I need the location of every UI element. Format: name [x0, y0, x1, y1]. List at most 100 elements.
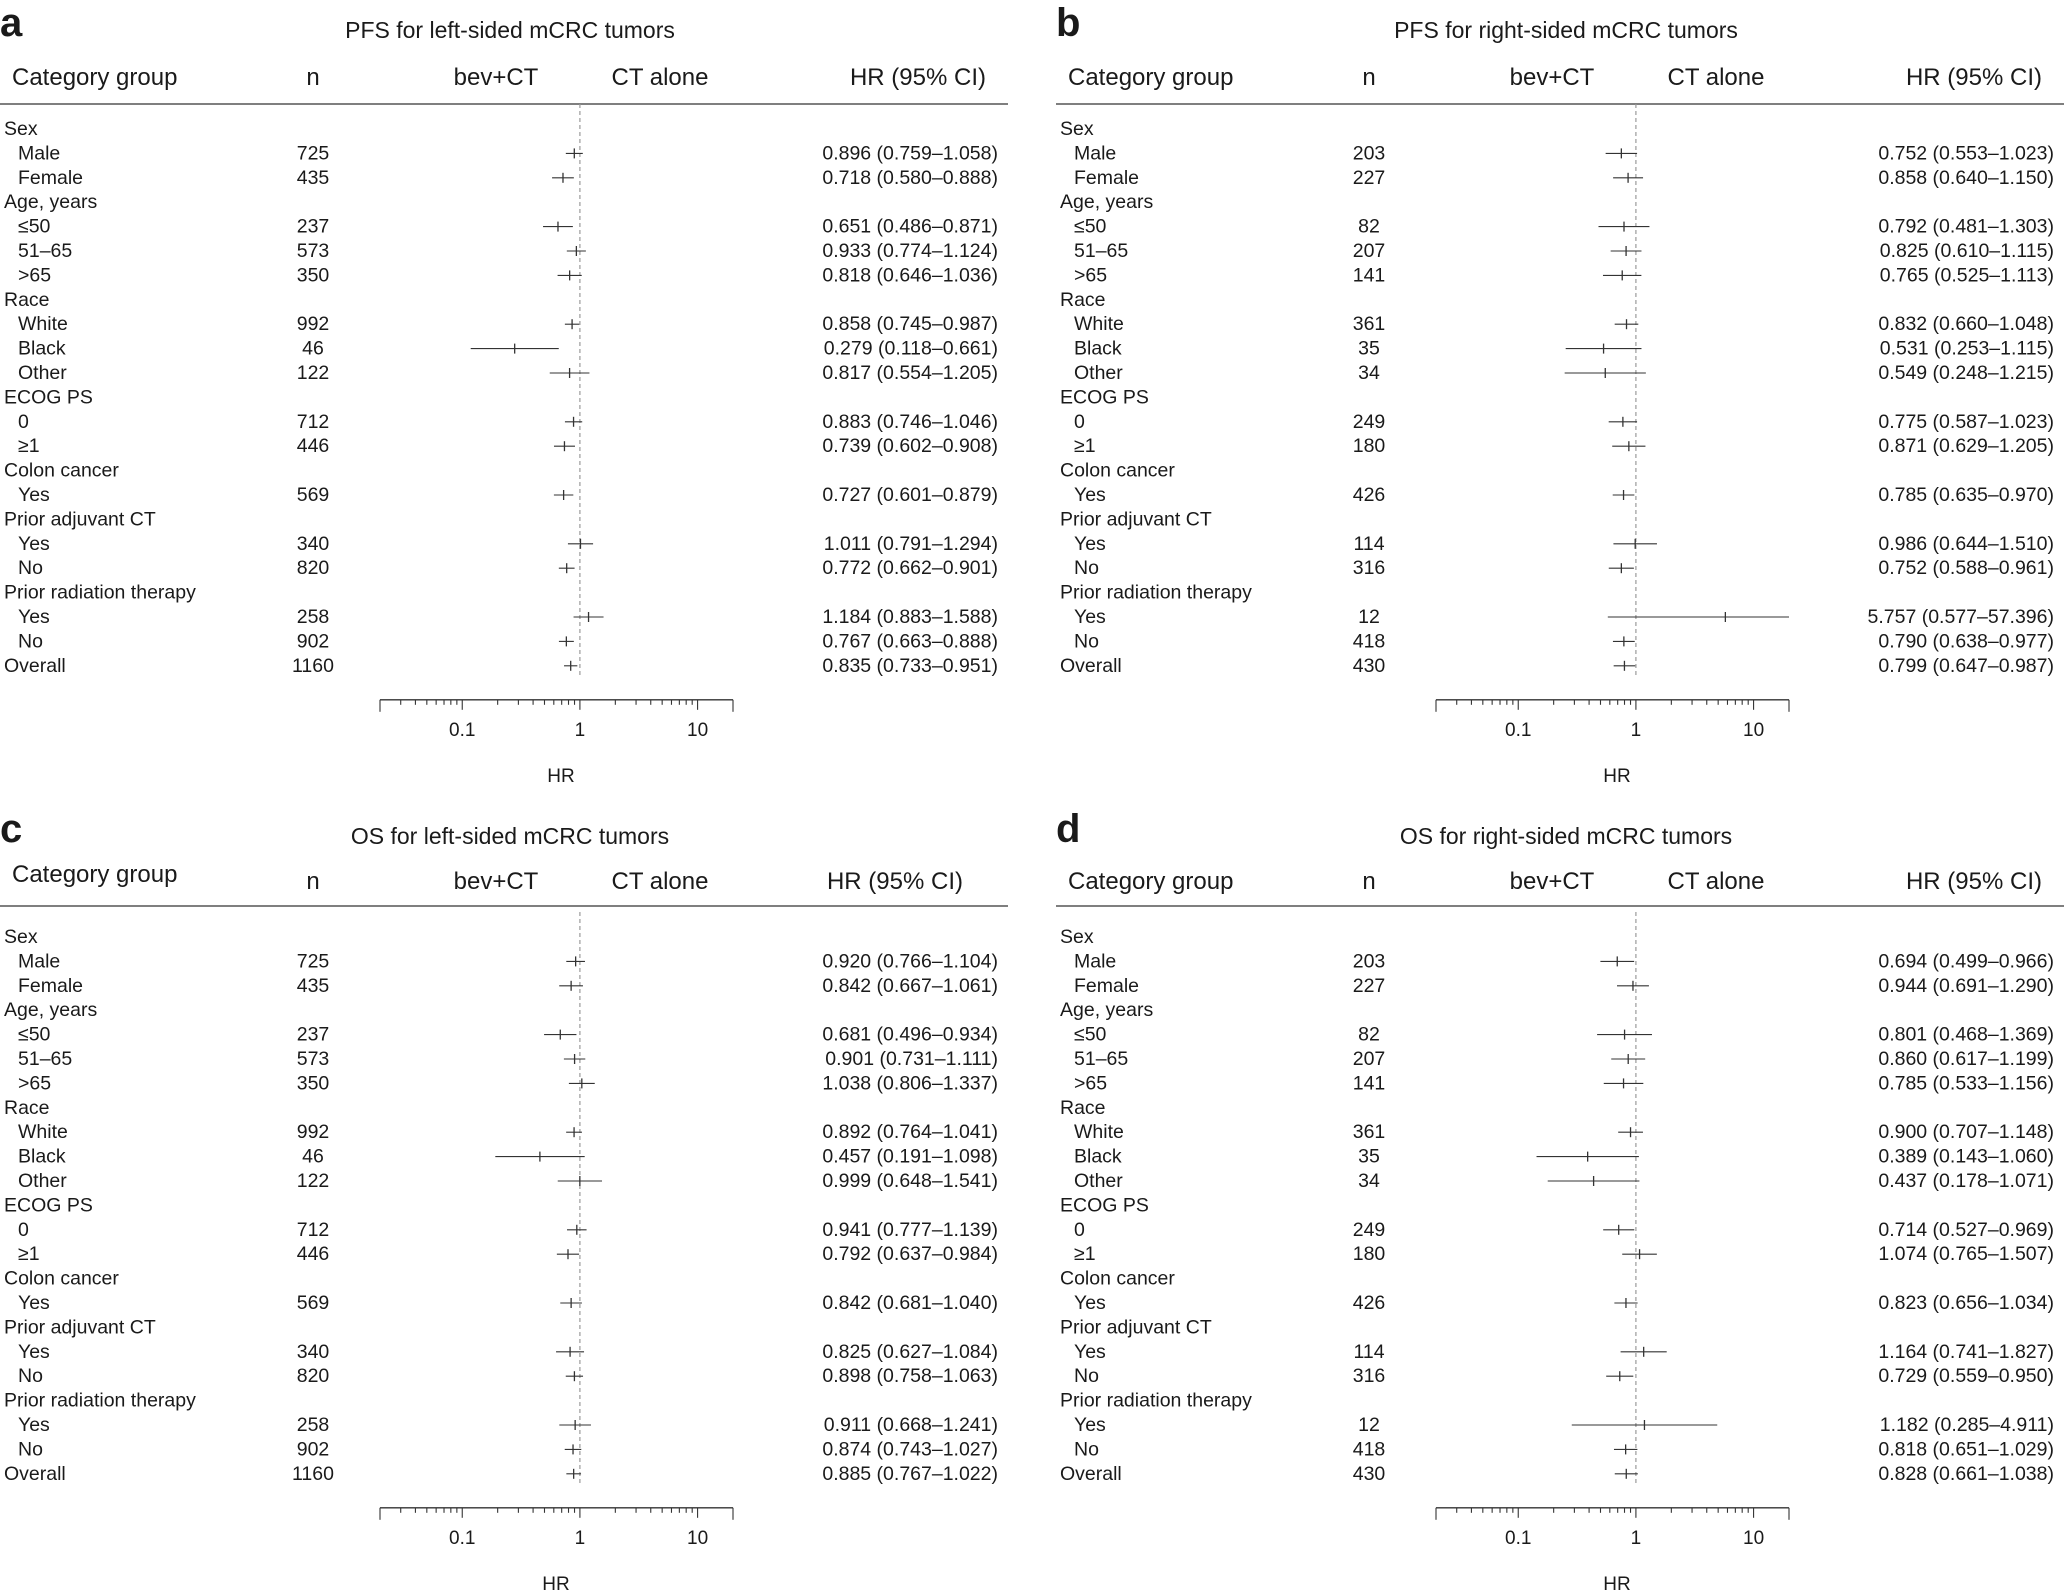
header-favor-left: bev+CT	[454, 64, 539, 91]
subgroup-label: Black	[18, 1146, 66, 1168]
subgroup-label: White	[18, 1121, 68, 1143]
subgroup-label: Black	[1074, 1146, 1122, 1168]
forest-plot-c: c OS for left-sided mCRC tumors Category…	[0, 806, 1020, 1596]
hr-ci-text: 0.896 (0.759–1.058)	[822, 142, 998, 164]
n-value: 35	[1358, 1146, 1380, 1168]
subgroup-label: White	[1074, 1121, 1124, 1143]
hr-ci-text: 0.835 (0.733–0.951)	[822, 655, 998, 677]
hr-ci-text: 0.898 (0.758–1.063)	[822, 1365, 998, 1387]
n-value: 1160	[292, 655, 334, 677]
forest-panel-a: a PFS for left-sided mCRC tumors Categor…	[0, 0, 1020, 790]
hr-ci-text: 0.767 (0.663–0.888)	[822, 630, 998, 652]
n-value: 902	[297, 1438, 330, 1460]
hr-ci-text: 0.694 (0.499–0.966)	[1878, 950, 2054, 972]
group-header: Sex	[1060, 926, 1094, 948]
hr-ci-text: 0.389 (0.143–1.060)	[1878, 1146, 2054, 1168]
overall-label: Overall	[4, 655, 66, 677]
hr-ci-text: 0.825 (0.627–1.084)	[822, 1341, 998, 1363]
hr-ci-text: 0.823 (0.656–1.034)	[1878, 1292, 2054, 1314]
tick-label: 0.1	[449, 720, 475, 741]
n-value: 573	[297, 1048, 330, 1070]
subgroup-label: Yes	[18, 1414, 50, 1436]
n-value: 249	[1353, 1219, 1386, 1241]
panel-title: PFS for right-sided mCRC tumors	[1394, 17, 1738, 43]
n-value: 12	[1358, 1414, 1380, 1436]
panel-title: PFS for left-sided mCRC tumors	[345, 17, 675, 43]
group-header: Prior adjuvant CT	[1060, 1316, 1212, 1338]
hr-ci-text: 0.860 (0.617–1.199)	[1878, 1048, 2054, 1070]
n-value: 141	[1353, 1072, 1386, 1094]
hr-ci-text: 0.790 (0.638–0.977)	[1878, 630, 2054, 652]
n-value: 203	[1353, 142, 1386, 164]
group-header: Race	[4, 289, 50, 311]
group-header: Race	[1060, 289, 1106, 311]
subgroup-label: >65	[18, 264, 51, 286]
hr-ci-text: 0.817 (0.554–1.205)	[822, 362, 998, 384]
hr-ci-text: 0.818 (0.646–1.036)	[822, 264, 998, 286]
hr-ci-text: 1.038 (0.806–1.337)	[822, 1072, 998, 1094]
group-header: Race	[4, 1097, 50, 1119]
group-header: Age, years	[4, 999, 97, 1021]
n-value: 227	[1353, 167, 1386, 189]
hr-axis: 0.1 1 10	[1436, 700, 1789, 741]
subgroup-label: No	[18, 557, 43, 579]
hr-ci-text: 0.842 (0.667–1.061)	[822, 975, 998, 997]
hr-ci-text: 0.799 (0.647–0.987)	[1878, 655, 2054, 677]
subgroup-label: White	[1074, 313, 1124, 335]
subgroup-label: 0	[18, 1219, 29, 1241]
hr-ci-text: 0.874 (0.743–1.027)	[822, 1438, 998, 1460]
hr-ci-text: 0.911 (0.668–1.241)	[824, 1414, 998, 1436]
subgroup-label: Black	[18, 338, 66, 360]
group-header: Prior adjuvant CT	[4, 1316, 156, 1338]
x-axis-label: HR	[547, 766, 574, 787]
hr-ci-text: 0.858 (0.640–1.150)	[1878, 167, 2054, 189]
panel-letter: b	[1056, 1, 1080, 45]
n-value: 122	[297, 1170, 330, 1192]
n-value: 227	[1353, 975, 1386, 997]
hr-ci-text: 0.832 (0.660–1.048)	[1878, 313, 2054, 335]
n-value: 249	[1353, 411, 1386, 433]
n-value: 82	[1358, 1024, 1380, 1046]
n-value: 430	[1353, 1463, 1386, 1485]
subgroup-label: Female	[18, 975, 83, 997]
panel-letter: d	[1056, 807, 1080, 851]
header-favor-left: bev+CT	[1510, 64, 1595, 91]
n-value: 820	[297, 557, 330, 579]
hr-ci-text: 0.765 (0.525–1.113)	[1880, 264, 2054, 286]
n-value: 122	[297, 362, 330, 384]
n-value: 237	[297, 1024, 330, 1046]
hr-ci-text: 0.892 (0.764–1.041)	[822, 1121, 998, 1143]
header-category: Category group	[12, 64, 177, 91]
subgroup-label: 51–65	[18, 240, 72, 262]
subgroup-label: White	[18, 313, 68, 335]
x-axis-label: HR	[542, 1574, 569, 1595]
subgroup-label: Yes	[18, 606, 50, 628]
hr-ci-text: 0.858 (0.745–0.987)	[822, 313, 998, 335]
n-value: 258	[297, 1414, 330, 1436]
hr-ci-text: 0.792 (0.481–1.303)	[1878, 216, 2054, 238]
hr-ci-text: 0.718 (0.580–0.888)	[822, 167, 998, 189]
hr-ci-text: 0.739 (0.602–0.908)	[822, 435, 998, 457]
overall-label: Overall	[1060, 655, 1122, 677]
subgroup-label: Yes	[1074, 1414, 1106, 1436]
n-value: 350	[297, 264, 330, 286]
header-n: n	[306, 64, 319, 91]
hr-ci-text: 0.944 (0.691–1.290)	[1878, 975, 2054, 997]
tick-label: 0.1	[1505, 1528, 1531, 1549]
panel-title: OS for left-sided mCRC tumors	[351, 823, 669, 849]
subgroup-label: ≤50	[1074, 216, 1107, 238]
n-value: 435	[297, 167, 330, 189]
header-n: n	[1362, 64, 1375, 91]
hr-ci-text: 0.727 (0.601–0.879)	[822, 484, 998, 506]
header-n: n	[306, 868, 319, 895]
group-header: Age, years	[1060, 191, 1153, 213]
n-value: 46	[302, 1146, 324, 1168]
n-value: 114	[1353, 1341, 1384, 1363]
header-favor-right: CT alone	[612, 868, 709, 895]
hr-ci-text: 0.941 (0.777–1.139)	[822, 1219, 998, 1241]
n-value: 340	[297, 1341, 330, 1363]
subgroup-label: >65	[1074, 264, 1107, 286]
n-value: 418	[1353, 630, 1386, 652]
hr-ci-text: 0.920 (0.766–1.104)	[822, 950, 998, 972]
